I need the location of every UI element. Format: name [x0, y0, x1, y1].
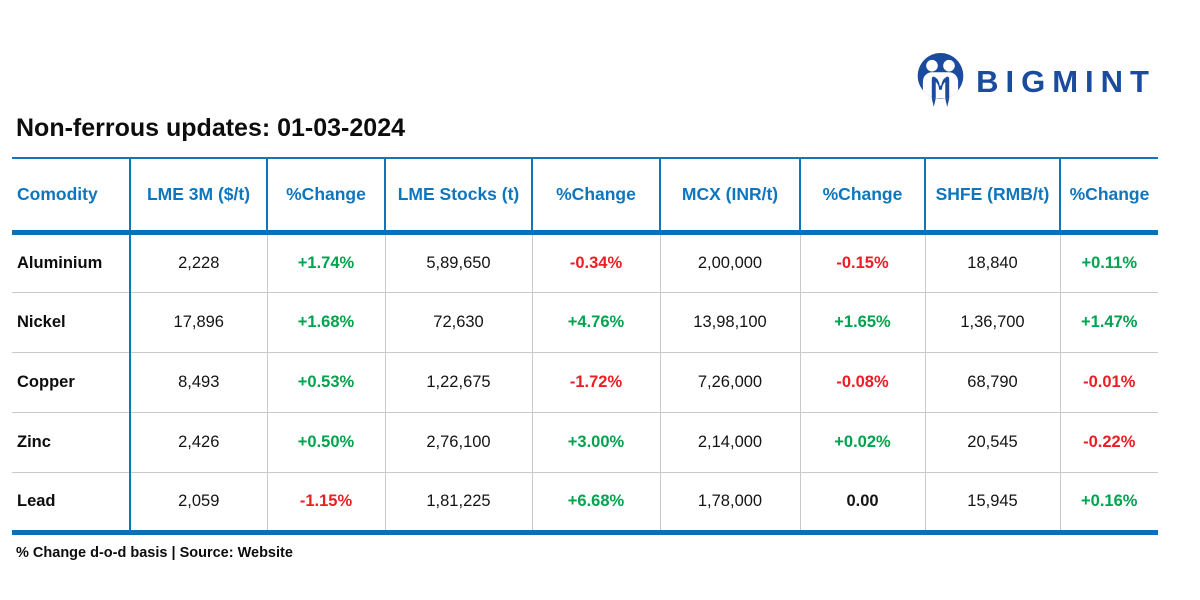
price-table: Comodity LME 3M ($/t) %Change LME Stocks…: [12, 157, 1158, 535]
table-row-aluminium: Aluminium 2,228 +1.74% 5,89,650 -0.34% 2…: [12, 232, 1158, 292]
column-header-commodity: Comodity: [12, 157, 131, 235]
commodity-name: Lead: [12, 471, 131, 535]
value-cell: 13,98,100: [660, 291, 801, 352]
change-cell: +0.50%: [267, 411, 386, 472]
value-cell: 2,14,000: [660, 411, 801, 472]
column-header-shfe-change: %Change: [1060, 157, 1158, 235]
change-cell: +0.02%: [800, 411, 926, 472]
value-cell: 7,26,000: [660, 351, 801, 412]
table-row-nickel: Nickel 17,896 +1.68% 72,630 +4.76% 13,98…: [12, 291, 1158, 352]
bigmint-people-m-icon: [917, 53, 964, 107]
change-cell: -0.15%: [800, 232, 926, 292]
value-cell: 2,426: [130, 411, 268, 472]
value-cell: 18,840: [925, 232, 1061, 292]
value-cell: 2,00,000: [660, 232, 801, 292]
value-cell: 2,228: [130, 232, 268, 292]
change-cell: +0.11%: [1081, 253, 1137, 272]
change-cell: +1.65%: [800, 291, 926, 352]
change-cell: +0.16%: [1060, 471, 1158, 535]
value-cell: 20,545: [925, 411, 1061, 472]
table-row-lead: Lead 2,059 -1.15% 1,81,225 +6.68% 1,78,0…: [12, 471, 1158, 535]
change-cell: +0.53%: [267, 351, 386, 412]
value-cell: 72,630: [385, 291, 533, 352]
change-cell: -0.08%: [800, 351, 926, 412]
source-footnote: % Change d-o-d basis | Source: Website: [16, 545, 293, 561]
page-title: Non-ferrous updates: 01-03-2024: [16, 114, 406, 142]
value-cell: 8,493: [130, 351, 268, 412]
change-cell: -0.22%: [1060, 411, 1158, 472]
change-cell: +6.68%: [532, 471, 661, 535]
table-row-copper: Copper 8,493 +0.53% 1,22,675 -1.72% 7,26…: [12, 351, 1158, 412]
brand-wordmark: BIGMINT: [976, 63, 1156, 99]
change-cell: +1.68%: [267, 291, 386, 352]
commodity-name: Aluminium: [12, 232, 131, 292]
column-header-mcx-change: %Change: [800, 157, 926, 235]
column-header-lme-3m: LME 3M ($/t): [130, 157, 268, 235]
value-cell: 68,790: [925, 351, 1061, 412]
change-cell: -0.34%: [532, 232, 661, 292]
change-cell: +1.74%: [267, 232, 386, 292]
change-cell: +3.00%: [532, 411, 661, 472]
value-cell: 1,22,675: [385, 351, 533, 412]
value-cell: 1,81,225: [385, 471, 533, 535]
value-cell: 1,36,700: [925, 291, 1061, 352]
header-row: Comodity LME 3M ($/t) %Change LME Stocks…: [12, 157, 1158, 235]
change-cell: +1.47%: [1060, 291, 1158, 352]
column-header-lme-stocks: LME Stocks (t): [385, 157, 533, 235]
column-header-mcx: MCX (INR/t): [660, 157, 801, 235]
column-header-shfe: SHFE (RMB/t): [925, 157, 1061, 235]
commodity-name: Nickel: [12, 291, 131, 352]
table-row-zinc: Zinc 2,426 +0.50% 2,76,100 +3.00% 2,14,0…: [12, 411, 1158, 472]
column-header-lme-3m-change: %Change: [267, 157, 386, 235]
change-cell: -0.01%: [1060, 351, 1158, 412]
change-cell: 0.00: [800, 471, 926, 535]
brand-block: BIGMINT: [916, 52, 1156, 110]
column-header-lme-stocks-change: %Change: [532, 157, 661, 235]
value-cell: 2,059: [130, 471, 268, 535]
value-cell: 15,945: [925, 471, 1061, 535]
value-cell: 5,89,650: [385, 232, 533, 292]
change-cell: -1.15%: [267, 471, 386, 535]
change-cell: +4.76%: [532, 291, 661, 352]
change-cell: -1.72%: [532, 351, 661, 412]
value-cell: 1,78,000: [660, 471, 801, 535]
commodity-name: Zinc: [12, 411, 131, 472]
commodity-name: Copper: [12, 351, 131, 412]
value-cell: 2,76,100: [385, 411, 533, 472]
value-cell: 17,896: [130, 291, 268, 352]
